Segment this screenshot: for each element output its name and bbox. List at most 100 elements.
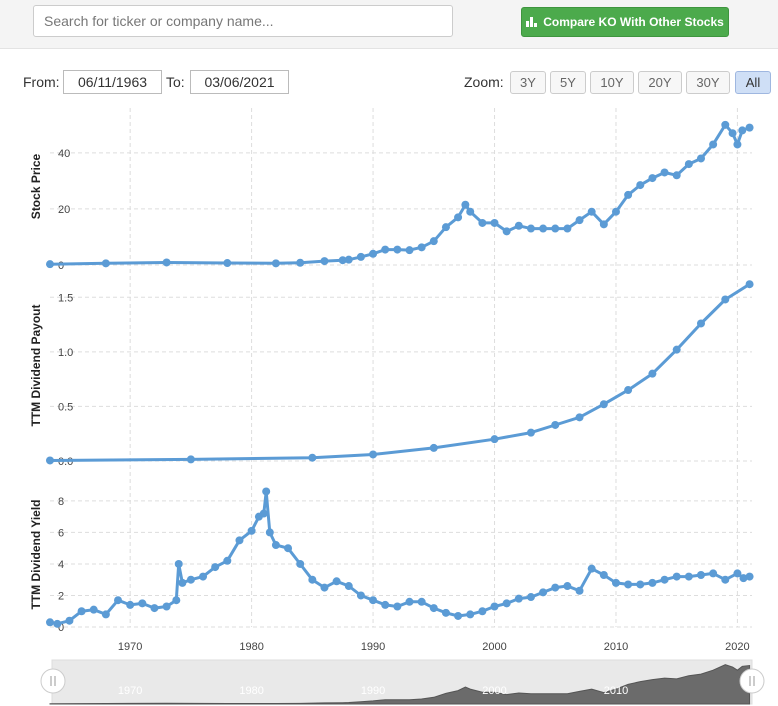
data-point	[587, 564, 596, 573]
data-point	[745, 123, 754, 132]
data-point	[575, 586, 584, 595]
data-point	[738, 126, 747, 135]
data-point	[417, 243, 426, 252]
y-tick-label: 8	[58, 496, 64, 508]
data-point	[344, 255, 353, 264]
zoom-all-button[interactable]: All	[735, 71, 771, 94]
data-point	[745, 572, 754, 581]
data-point	[502, 599, 511, 608]
data-point	[429, 237, 438, 246]
data-point	[454, 611, 463, 620]
data-point	[624, 580, 633, 589]
bar-chart-icon	[526, 17, 538, 27]
data-point	[709, 140, 718, 149]
data-point	[672, 345, 681, 354]
y-tick-label: 1.0	[58, 347, 73, 359]
data-point	[65, 616, 74, 625]
data-point	[308, 575, 317, 584]
data-point	[344, 582, 353, 591]
data-point	[89, 605, 98, 614]
data-point	[599, 570, 608, 579]
data-point	[405, 246, 414, 255]
data-point	[284, 544, 293, 553]
zoom-10y-button[interactable]: 10Y	[590, 71, 634, 94]
data-point	[514, 594, 523, 603]
data-point	[417, 597, 426, 606]
data-point	[381, 245, 390, 254]
navigator-tick-label: 1970	[118, 685, 142, 697]
data-point	[320, 257, 329, 266]
data-point	[721, 575, 730, 584]
navigator-left-handle[interactable]	[40, 668, 66, 694]
data-point	[733, 569, 742, 578]
data-point	[271, 259, 280, 268]
navigator-background	[51, 659, 753, 705]
data-point	[599, 400, 608, 409]
search-input[interactable]	[33, 5, 453, 37]
data-point	[259, 509, 268, 518]
data-point	[186, 455, 195, 464]
y-tick-label: 2	[58, 590, 64, 602]
zoom-3y-button[interactable]: 3Y	[510, 71, 546, 94]
data-point	[356, 591, 365, 600]
data-point	[393, 602, 402, 611]
compare-stocks-button[interactable]: Compare KO With Other Stocks	[521, 7, 729, 37]
data-point	[733, 140, 742, 149]
y-axis-title: Stock Price	[29, 153, 43, 219]
data-point	[684, 572, 693, 581]
data-point	[696, 570, 705, 579]
data-point	[696, 319, 705, 328]
to-date-input[interactable]	[190, 70, 289, 94]
data-point	[265, 528, 274, 537]
data-point	[162, 258, 171, 267]
y-tick-label: 0.0	[58, 456, 73, 468]
zoom-30y-button[interactable]: 30Y	[686, 71, 730, 94]
series-line	[49, 123, 751, 266]
data-point	[611, 207, 620, 216]
data-point	[721, 120, 730, 129]
data-point	[199, 572, 208, 581]
navigator-series-area	[49, 664, 751, 705]
data-point	[369, 450, 378, 459]
data-point	[320, 583, 329, 592]
data-point	[296, 258, 305, 267]
from-date-input[interactable]	[63, 70, 162, 94]
zoom-5y-button[interactable]: 5Y	[550, 71, 586, 94]
navigator-right-handle[interactable]	[739, 668, 765, 694]
top-toolbar: Compare KO With Other Stocks	[0, 0, 778, 49]
data-point	[636, 580, 645, 589]
data-point	[575, 216, 584, 225]
data-point	[745, 280, 754, 289]
data-point	[466, 207, 475, 216]
data-point	[648, 174, 657, 183]
data-point	[101, 259, 110, 268]
data-point	[53, 619, 62, 628]
data-point	[174, 559, 183, 568]
y-axis-title: TTM Dividend Payout	[29, 304, 43, 426]
data-point	[441, 608, 450, 617]
data-point	[648, 369, 657, 378]
navigator-tick-label: 1990	[361, 685, 385, 697]
handle-knob	[40, 668, 66, 694]
data-point	[186, 575, 195, 584]
data-point	[454, 213, 463, 222]
x-tick-label: 1970	[118, 641, 142, 653]
data-point	[150, 604, 159, 613]
data-point	[262, 487, 271, 496]
data-point	[223, 556, 232, 565]
data-point	[502, 227, 511, 236]
data-point	[478, 607, 487, 616]
data-point	[490, 602, 499, 611]
data-point	[393, 245, 402, 254]
navigator-tick-label: 2000	[482, 685, 506, 697]
data-point	[611, 578, 620, 587]
zoom-20y-button[interactable]: 20Y	[638, 71, 682, 94]
data-point	[563, 224, 572, 233]
date-range-bar: From: To: Zoom: 3Y 5Y 10Y 20Y 30Y All	[0, 68, 778, 98]
data-point	[308, 453, 317, 462]
data-point	[660, 168, 669, 177]
data-point	[551, 420, 560, 429]
data-point	[636, 181, 645, 190]
data-point	[138, 599, 147, 608]
